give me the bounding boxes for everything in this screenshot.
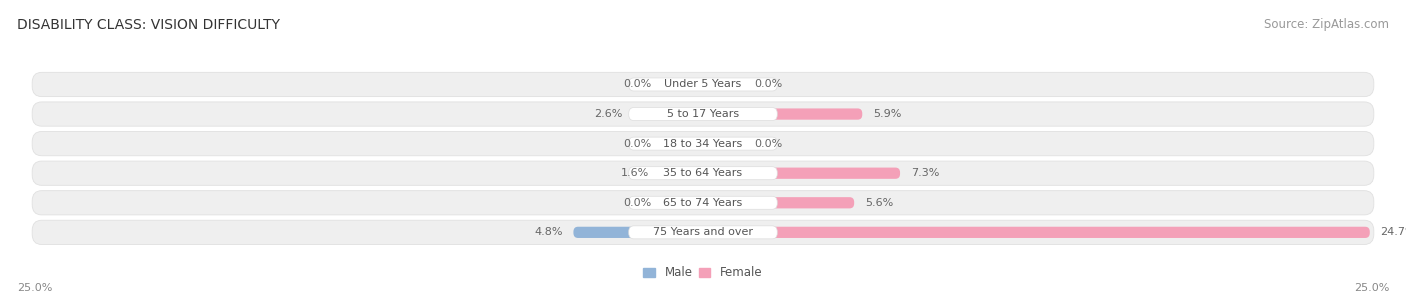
Text: 0.0%: 0.0% [623, 80, 652, 89]
Text: 0.0%: 0.0% [754, 139, 783, 149]
FancyBboxPatch shape [703, 109, 862, 120]
FancyBboxPatch shape [32, 191, 1374, 215]
Text: Source: ZipAtlas.com: Source: ZipAtlas.com [1264, 18, 1389, 31]
FancyBboxPatch shape [659, 167, 703, 179]
FancyBboxPatch shape [574, 227, 703, 238]
Text: Under 5 Years: Under 5 Years [665, 80, 741, 89]
FancyBboxPatch shape [32, 72, 1374, 97]
Text: 7.3%: 7.3% [911, 168, 939, 178]
Text: 5 to 17 Years: 5 to 17 Years [666, 109, 740, 119]
Text: 1.6%: 1.6% [621, 168, 650, 178]
FancyBboxPatch shape [628, 137, 778, 150]
FancyBboxPatch shape [703, 79, 744, 90]
Legend: Male, Female: Male, Female [644, 266, 762, 279]
FancyBboxPatch shape [662, 138, 703, 149]
FancyBboxPatch shape [703, 167, 900, 179]
FancyBboxPatch shape [628, 196, 778, 209]
Text: 75 Years and over: 75 Years and over [652, 227, 754, 237]
FancyBboxPatch shape [628, 108, 778, 120]
FancyBboxPatch shape [633, 109, 703, 120]
Text: 25.0%: 25.0% [17, 283, 52, 293]
Text: 5.6%: 5.6% [865, 198, 893, 208]
FancyBboxPatch shape [32, 131, 1374, 156]
FancyBboxPatch shape [628, 226, 778, 239]
FancyBboxPatch shape [32, 161, 1374, 185]
Text: DISABILITY CLASS: VISION DIFFICULTY: DISABILITY CLASS: VISION DIFFICULTY [17, 18, 280, 32]
FancyBboxPatch shape [628, 167, 778, 180]
Text: 2.6%: 2.6% [593, 109, 621, 119]
Text: 5.9%: 5.9% [873, 109, 901, 119]
Text: 0.0%: 0.0% [754, 80, 783, 89]
Text: 4.8%: 4.8% [534, 227, 562, 237]
FancyBboxPatch shape [628, 78, 778, 91]
Text: 18 to 34 Years: 18 to 34 Years [664, 139, 742, 149]
Text: 65 to 74 Years: 65 to 74 Years [664, 198, 742, 208]
FancyBboxPatch shape [703, 197, 855, 208]
FancyBboxPatch shape [662, 197, 703, 208]
FancyBboxPatch shape [703, 138, 744, 149]
Text: 0.0%: 0.0% [623, 139, 652, 149]
FancyBboxPatch shape [703, 227, 1369, 238]
Text: 35 to 64 Years: 35 to 64 Years [664, 168, 742, 178]
FancyBboxPatch shape [662, 79, 703, 90]
FancyBboxPatch shape [32, 220, 1374, 245]
Text: 24.7%: 24.7% [1381, 227, 1406, 237]
Text: 25.0%: 25.0% [1354, 283, 1389, 293]
FancyBboxPatch shape [32, 102, 1374, 126]
Text: 0.0%: 0.0% [623, 198, 652, 208]
